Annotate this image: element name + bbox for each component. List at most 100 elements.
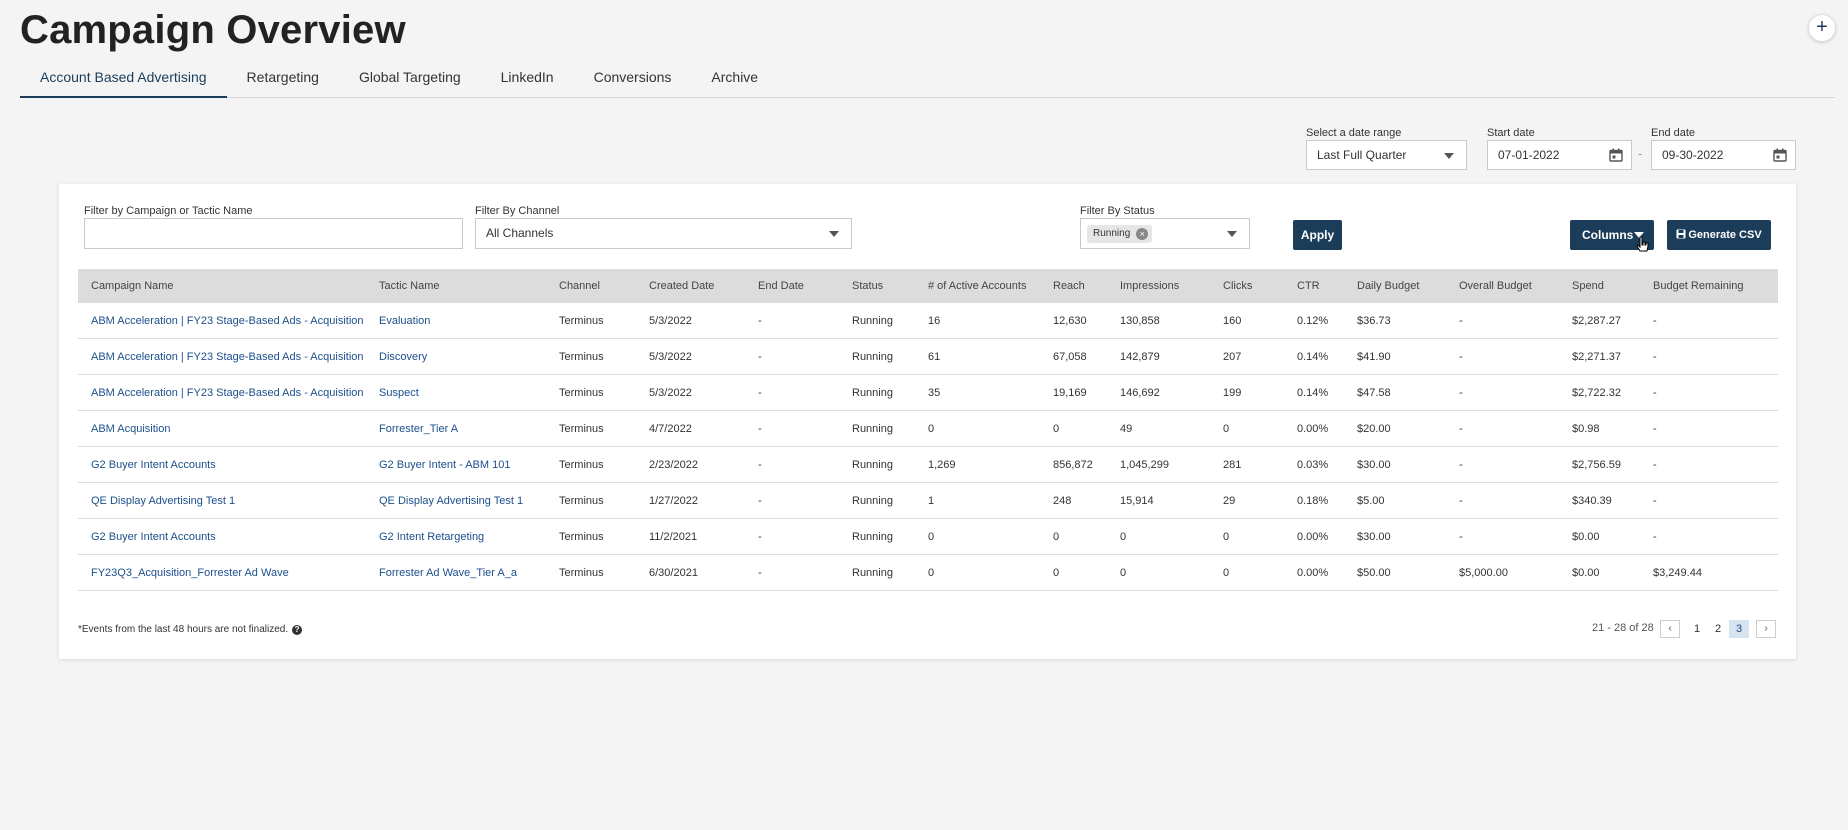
calendar-icon[interactable] — [1609, 148, 1623, 162]
col-status[interactable]: Status — [852, 280, 884, 292]
campaign-name-link[interactable]: ABM Acquisition — [91, 422, 171, 435]
budget-remaining-cell: - — [1653, 422, 1657, 435]
spend-cell: $0.00 — [1572, 566, 1600, 579]
reach-cell: 0 — [1053, 566, 1060, 579]
next-page-button[interactable]: › — [1756, 620, 1776, 638]
chevron-down-icon — [829, 231, 839, 237]
status-cell: Running — [852, 350, 893, 363]
start-date-label: Start date — [1487, 127, 1535, 139]
footnote: *Events from the last 48 hours are not f… — [78, 624, 303, 635]
channel-filter-select[interactable]: All Channels — [475, 218, 852, 249]
spend-cell: $0.98 — [1572, 422, 1600, 435]
apply-button[interactable]: Apply — [1293, 220, 1342, 250]
tactic-name-link[interactable]: QE Display Advertising Test 1 — [379, 494, 524, 507]
clicks-cell: 0 — [1223, 422, 1230, 435]
campaign-name-link[interactable]: G2 Buyer Intent Accounts — [91, 458, 216, 471]
channel-cell: Terminus — [559, 386, 604, 399]
tab-conversions[interactable]: Conversions — [593, 69, 672, 85]
ctr-cell: 0.00% — [1297, 422, 1329, 435]
col-impressions[interactable]: Impressions — [1120, 280, 1180, 292]
channel-filter-label: Filter By Channel — [475, 205, 560, 217]
col-tactic-name[interactable]: Tactic Name — [379, 280, 440, 292]
tab-archive[interactable]: Archive — [711, 69, 759, 85]
col-end-date[interactable]: End Date — [758, 280, 804, 292]
tab-account-based-advertising[interactable]: Account Based Advertising — [20, 58, 227, 98]
tactic-name-link[interactable]: Forrester_Tier A — [379, 422, 459, 435]
col-overall-budget[interactable]: Overall Budget — [1459, 280, 1532, 292]
page-3-button[interactable]: 3 — [1729, 620, 1749, 638]
end-date-input[interactable]: 09-30-2022 — [1651, 140, 1796, 170]
spend-cell: $2,722.32 — [1572, 386, 1621, 399]
reach-cell: 856,872 — [1053, 458, 1093, 471]
col-reach[interactable]: Reach — [1053, 280, 1085, 292]
campaign-name-link[interactable]: ABM Acceleration | FY23 Stage-Based Ads … — [91, 386, 364, 399]
campaign-name-link[interactable]: ABM Acceleration | FY23 Stage-Based Ads … — [91, 350, 364, 363]
status-cell: Running — [852, 566, 893, 579]
impressions-cell: 130,858 — [1120, 314, 1160, 327]
table-row: ABM Acquisition Forrester_Tier A Terminu… — [78, 411, 1778, 447]
end-date-cell: - — [758, 350, 762, 363]
generate-csv-label: Generate CSV — [1688, 229, 1762, 241]
tactic-name-link[interactable]: Forrester Ad Wave_Tier A_a — [379, 566, 517, 579]
campaign-name-link[interactable]: ABM Acceleration | FY23 Stage-Based Ads … — [91, 314, 364, 327]
generate-csv-button[interactable]: Generate CSV — [1667, 220, 1771, 250]
tactic-name-link[interactable]: G2 Intent Retargeting — [379, 530, 485, 543]
channel-cell: Terminus — [559, 566, 604, 579]
table-row: ABM Acceleration | FY23 Stage-Based Ads … — [78, 339, 1778, 375]
active-accounts-cell: 0 — [928, 422, 935, 435]
col-clicks[interactable]: Clicks — [1223, 280, 1253, 292]
overall-budget-cell: - — [1459, 494, 1463, 507]
tab-retargeting[interactable]: Retargeting — [246, 69, 319, 85]
created-date-cell: 1/27/2022 — [649, 494, 698, 507]
start-date-input[interactable]: 07-01-2022 — [1487, 140, 1632, 170]
tactic-name-link[interactable]: Suspect — [379, 386, 419, 399]
col-created-date[interactable]: Created Date — [649, 280, 715, 292]
active-accounts-cell: 61 — [928, 350, 941, 363]
status-chip[interactable]: Running × — [1087, 225, 1153, 243]
table-row: ABM Acceleration | FY23 Stage-Based Ads … — [78, 375, 1778, 411]
date-range-select[interactable]: Last Full Quarter — [1306, 140, 1467, 170]
col-ctr[interactable]: CTR — [1297, 280, 1320, 292]
col-campaign-name[interactable]: Campaign Name — [91, 280, 174, 292]
close-icon[interactable]: × — [1136, 228, 1149, 240]
page-2-button[interactable]: 2 — [1714, 623, 1722, 635]
date-range-label: Select a date range — [1306, 127, 1402, 139]
status-filter-select[interactable]: Running × — [1080, 218, 1250, 249]
col-channel[interactable]: Channel — [559, 280, 600, 292]
add-button[interactable]: + — [1808, 14, 1836, 42]
clicks-cell: 0 — [1223, 566, 1230, 579]
prev-page-button[interactable]: ‹ — [1660, 620, 1680, 638]
campaign-name-link[interactable]: G2 Buyer Intent Accounts — [91, 530, 216, 543]
campaign-name-link[interactable]: FY23Q3_Acquisition_Forrester Ad Wave — [91, 566, 289, 579]
date-range-value: Last Full Quarter — [1317, 148, 1407, 162]
channel-cell: Terminus — [559, 458, 604, 471]
channel-cell: Terminus — [559, 314, 604, 327]
created-date-cell: 5/3/2022 — [649, 386, 692, 399]
col-spend[interactable]: Spend — [1572, 280, 1604, 292]
budget-remaining-cell: - — [1653, 530, 1657, 543]
tactic-name-link[interactable]: G2 Buyer Intent - ABM 101 — [379, 458, 511, 471]
clicks-cell: 207 — [1223, 350, 1242, 363]
impressions-cell: 49 — [1120, 422, 1133, 435]
ctr-cell: 0.12% — [1297, 314, 1329, 327]
channel-cell: Terminus — [559, 494, 604, 507]
name-filter-input[interactable] — [84, 218, 463, 249]
spend-cell: $2,271.37 — [1572, 350, 1621, 363]
end-date-cell: - — [758, 494, 762, 507]
budget-remaining-cell: - — [1653, 314, 1657, 327]
tab-bar: Account Based Advertising Retargeting Gl… — [20, 58, 1835, 98]
daily-budget-cell: $30.00 — [1357, 530, 1391, 543]
tactic-name-link[interactable]: Evaluation — [379, 314, 431, 327]
page-1-button[interactable]: 1 — [1693, 623, 1701, 635]
end-date-cell: - — [758, 386, 762, 399]
help-icon[interactable]: ? — [292, 624, 303, 635]
campaign-name-link[interactable]: QE Display Advertising Test 1 — [91, 494, 236, 507]
col-active-accounts[interactable]: # of Active Accounts — [928, 280, 1027, 292]
col-budget-remaining[interactable]: Budget Remaining — [1653, 280, 1744, 292]
tab-linkedin[interactable]: LinkedIn — [500, 69, 554, 85]
chevron-down-icon — [1227, 231, 1237, 237]
tab-global-targeting[interactable]: Global Targeting — [358, 69, 461, 85]
calendar-icon[interactable] — [1773, 148, 1787, 162]
tactic-name-link[interactable]: Discovery — [379, 350, 428, 363]
col-daily-budget[interactable]: Daily Budget — [1357, 280, 1420, 292]
